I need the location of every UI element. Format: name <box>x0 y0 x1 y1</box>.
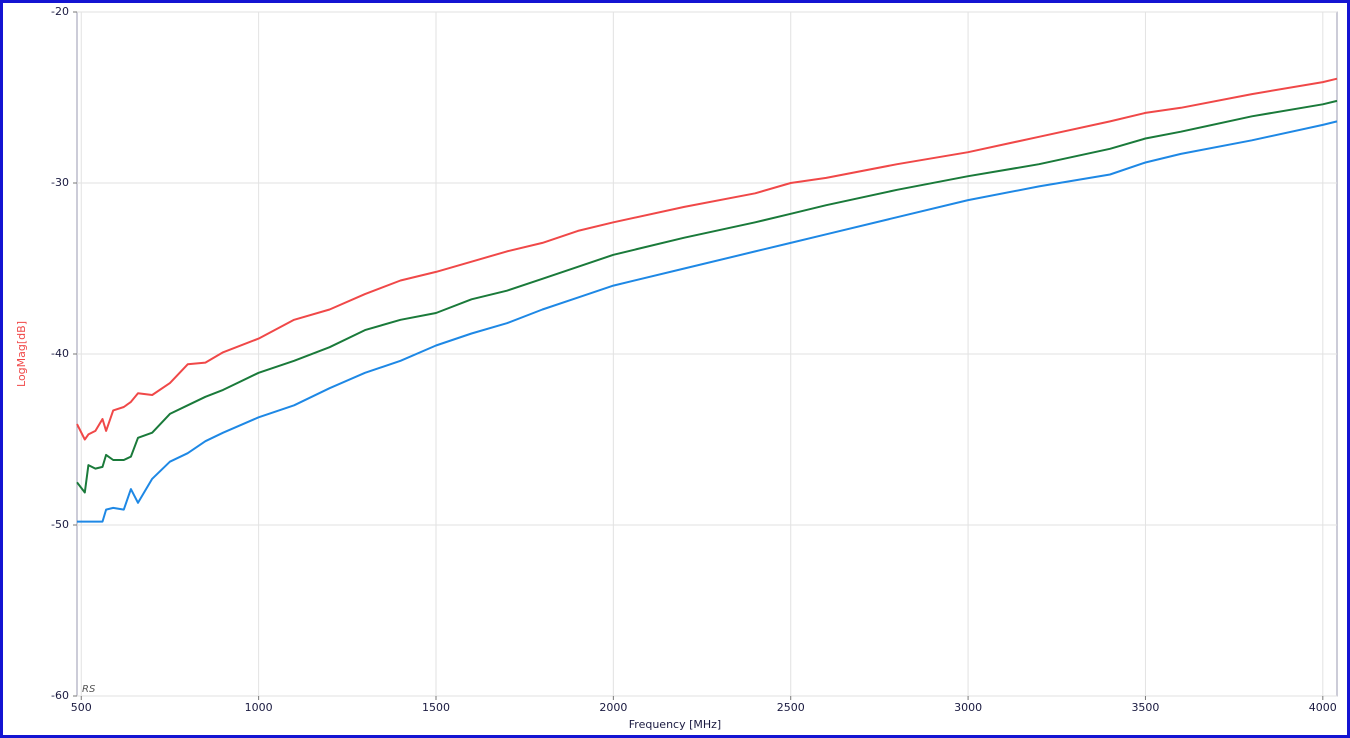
x-tick-label: 2500 <box>777 701 805 714</box>
x-tick-label: 3000 <box>954 701 982 714</box>
x-tick-label: 4000 <box>1309 701 1337 714</box>
x-tick-label: 500 <box>71 701 92 714</box>
x-tick-label: 2000 <box>599 701 627 714</box>
x-tick-label: 3500 <box>1131 701 1159 714</box>
x-tick-label: 1000 <box>245 701 273 714</box>
y-tick-label: -50 <box>51 518 69 531</box>
series-line <box>76 99 1338 494</box>
x-axis-label: Frequency [MHz] <box>629 718 721 731</box>
series-line <box>77 120 1338 523</box>
y-axis-label: LogMag[dB] <box>15 321 28 387</box>
x-tick-label: 1500 <box>422 701 450 714</box>
y-tick-label: -20 <box>51 5 69 18</box>
series-line <box>76 77 1338 441</box>
watermark: RS <box>82 684 96 695</box>
y-tick-label: -40 <box>51 347 69 360</box>
y-tick-label: -30 <box>51 176 69 189</box>
y-tick-label: -60 <box>51 689 69 702</box>
